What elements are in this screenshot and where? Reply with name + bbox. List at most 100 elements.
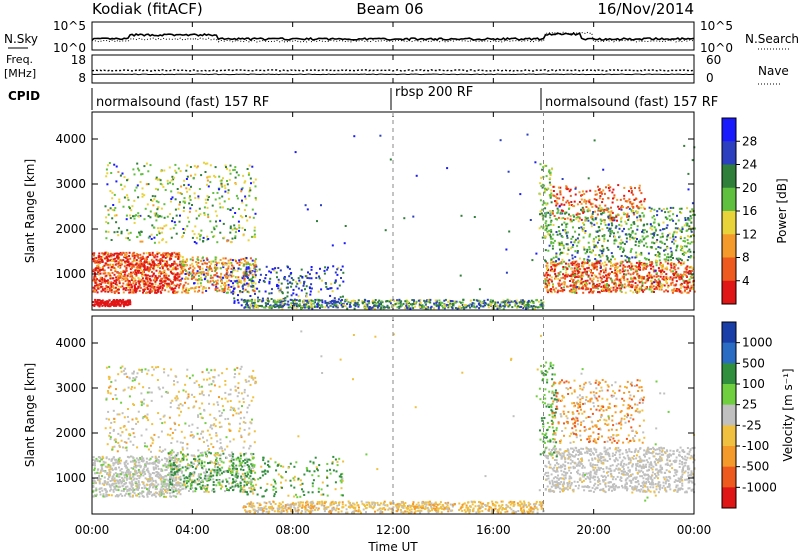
power-cell	[277, 267, 279, 269]
power-cell	[216, 215, 218, 217]
power-cell	[600, 286, 602, 288]
power-cell	[620, 221, 622, 223]
power-cell	[110, 253, 112, 255]
power-cell	[116, 271, 118, 273]
power-cell	[208, 261, 210, 263]
power-cell	[199, 213, 201, 215]
power-cell	[127, 197, 129, 199]
power-cell	[671, 254, 673, 256]
velocity-cell	[151, 456, 153, 458]
power-cell	[366, 304, 368, 306]
power-cell	[194, 197, 196, 199]
power-cell	[238, 302, 240, 304]
power-cell	[110, 207, 112, 209]
power-cell	[126, 284, 128, 286]
power-cell	[225, 257, 227, 259]
power-cell	[570, 215, 572, 217]
power-cell	[151, 275, 153, 277]
power-cell	[185, 187, 187, 189]
power-cell	[666, 267, 668, 269]
power-cell	[111, 217, 113, 219]
power-cell	[431, 306, 433, 308]
power-cell	[92, 301, 94, 303]
power-cell	[158, 231, 160, 233]
power-cell	[414, 302, 416, 304]
power-cell	[134, 270, 136, 272]
power-cell	[603, 235, 605, 237]
power-cell	[488, 306, 490, 308]
power-cell	[310, 291, 312, 293]
power-cell	[551, 168, 553, 170]
power-cell	[278, 281, 280, 283]
power-cell	[662, 236, 664, 238]
power-cell	[645, 236, 647, 238]
power-cell	[636, 262, 638, 264]
power-cell	[500, 305, 502, 307]
power-cell	[536, 299, 538, 301]
power-cell	[644, 198, 646, 200]
power-cell	[579, 201, 581, 203]
power-cell	[155, 188, 157, 190]
power-cell	[655, 270, 657, 272]
power-cell	[150, 266, 152, 268]
power-cell	[142, 196, 144, 198]
power-cell	[120, 184, 122, 186]
power-cell	[692, 159, 694, 161]
power-cell	[601, 250, 603, 252]
power-cell	[210, 277, 212, 279]
power-cell	[247, 291, 249, 293]
power-cell	[229, 263, 231, 265]
power-cell	[654, 288, 656, 290]
power-cell	[178, 276, 180, 278]
power-cell	[545, 222, 547, 224]
power-cell	[616, 263, 618, 265]
power-cell	[166, 283, 168, 285]
power-cell	[615, 284, 617, 286]
power-cell	[663, 291, 665, 293]
power-cell	[545, 229, 547, 231]
power-cell	[253, 265, 255, 267]
power-cell	[579, 258, 581, 260]
power-cell	[644, 229, 646, 231]
power-cell	[630, 234, 632, 236]
power-cell	[619, 236, 621, 238]
power-cell	[322, 301, 324, 303]
power-cell	[403, 217, 405, 219]
power-cell	[636, 289, 638, 291]
power-cell	[310, 283, 312, 285]
power-cell	[628, 284, 630, 286]
power-cell	[540, 210, 542, 212]
power-cell	[643, 245, 645, 247]
power-cell	[583, 285, 585, 287]
power-cell	[686, 207, 688, 209]
power-cell	[107, 209, 109, 211]
power-cell	[609, 214, 611, 216]
power-cell	[590, 288, 592, 290]
power-cell	[478, 303, 480, 305]
power-cell	[243, 275, 245, 277]
power-cell	[557, 290, 559, 292]
power-cell	[215, 256, 217, 258]
power-cell	[129, 215, 131, 217]
power-cell	[660, 288, 662, 290]
power-cell	[481, 302, 483, 304]
power-cell	[623, 195, 625, 197]
power-cell	[123, 291, 125, 293]
power-cell	[656, 241, 658, 243]
power-cell	[249, 216, 251, 218]
power-cell	[508, 231, 510, 233]
power-cell	[667, 277, 669, 279]
power-cell	[647, 279, 649, 281]
power-cell	[565, 272, 567, 274]
power-cell	[577, 216, 579, 218]
power-cell	[634, 277, 636, 279]
power-cell	[416, 175, 418, 177]
power-cell	[129, 258, 131, 260]
power-cell	[183, 232, 185, 234]
power-cell	[641, 212, 643, 214]
power-cell	[605, 224, 607, 226]
power-cell	[614, 240, 616, 242]
power-cell	[185, 273, 187, 275]
power-cell	[296, 303, 298, 305]
power-cell	[669, 210, 671, 212]
